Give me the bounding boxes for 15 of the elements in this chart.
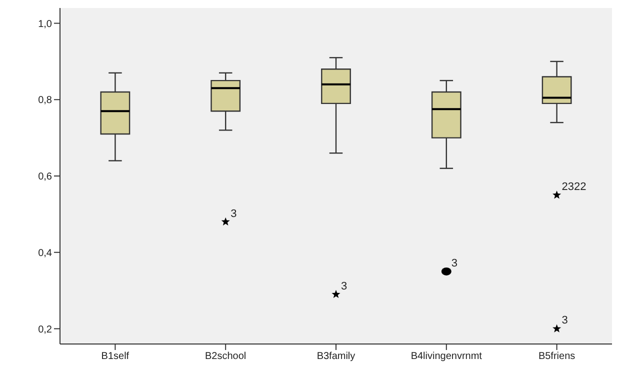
y-tick-label: 0,8 [38, 95, 52, 106]
x-tick-label: B3family [316, 351, 356, 362]
y-tick-label: 0,2 [38, 324, 52, 336]
y-tick-label: 1,0 [38, 18, 52, 30]
x-tick-label: B1self [101, 351, 130, 362]
annotation: 3 [562, 314, 568, 327]
annotation: 3 [230, 208, 237, 220]
annotation: 2322 [562, 181, 586, 194]
x-tick-label: B4livingenvrnmt [410, 351, 482, 362]
y-tick-label: 0,6 [38, 172, 52, 183]
x-tick-label: B2school [205, 351, 246, 362]
annotation: 3 [341, 280, 348, 292]
y-tick-label: 0,4 [38, 248, 52, 259]
x-tick-label: B5friens [538, 351, 576, 362]
annotation: 3 [451, 257, 458, 270]
